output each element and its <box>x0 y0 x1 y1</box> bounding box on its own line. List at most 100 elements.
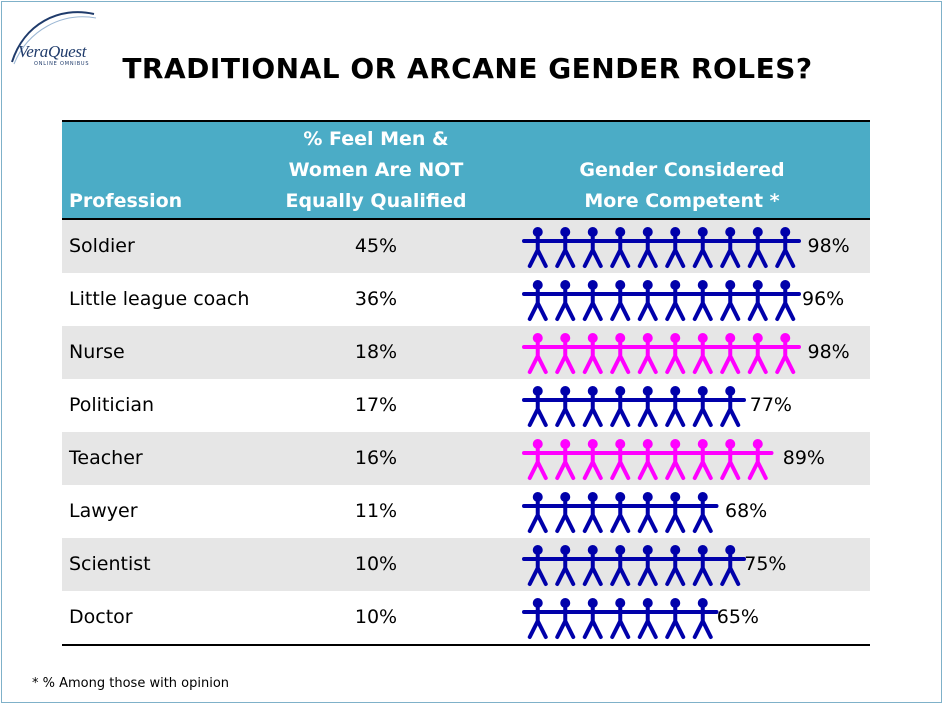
person-icon <box>659 227 691 268</box>
person-icon <box>687 227 719 268</box>
person-icon <box>659 280 691 321</box>
male-people-bar <box>522 598 719 639</box>
not-equal-pct-cell: 10% <box>354 606 398 628</box>
person-icon <box>604 545 636 586</box>
table-row: Scientist 10% 75% <box>62 538 870 591</box>
person-icon <box>687 598 719 639</box>
person-icon <box>714 439 746 480</box>
competent-pct-label: 75% <box>744 553 787 575</box>
person-icon <box>714 545 746 586</box>
person-icon <box>604 439 636 480</box>
veraquest-logo: VeraQuest ONLINE OMNIBUS <box>4 4 100 70</box>
footnote: * % Among those with opinion <box>32 676 230 691</box>
person-icon <box>742 439 774 480</box>
competent-pct-label: 89% <box>782 447 825 469</box>
not-equal-pct-cell: 10% <box>354 553 398 575</box>
table-row: Politician 17% 77% <box>62 379 870 432</box>
person-icon <box>742 280 774 321</box>
person-icon <box>687 333 719 374</box>
header-pct-line: Women Are NOT <box>288 159 464 181</box>
person-icon <box>522 545 554 586</box>
table-body: Soldier 45% 98% Little league coach 36% 96% Nu… <box>62 220 870 646</box>
female-people-bar <box>522 333 801 374</box>
header-pct-line: Equally Qualified <box>285 190 467 212</box>
person-icon <box>522 333 554 374</box>
header-gender-line: More Competent * <box>584 190 780 212</box>
person-icon <box>522 492 554 533</box>
header-gender-competent: Gender Considered More Competent * <box>572 155 792 217</box>
competent-pct-label: 96% <box>802 288 845 310</box>
competent-pct-label: 77% <box>749 394 792 416</box>
male-people-bar <box>522 386 746 427</box>
person-icon <box>522 386 554 427</box>
competent-pct-label: 65% <box>716 606 759 628</box>
person-icon <box>687 492 719 533</box>
header-pct-line: % Feel Men & <box>303 128 449 150</box>
person-icon <box>769 280 801 321</box>
person-icon <box>577 386 609 427</box>
person-icon <box>549 227 581 268</box>
person-icon <box>632 439 664 480</box>
header-not-equal-pct: % Feel Men & Women Are NOT Equally Quali… <box>276 124 476 217</box>
person-icon <box>632 280 664 321</box>
person-icon <box>549 492 581 533</box>
person-icon <box>659 333 691 374</box>
competent-pct-label: 98% <box>807 341 850 363</box>
person-icon <box>549 545 581 586</box>
profession-cell: Politician <box>69 394 155 416</box>
male-people-bar <box>522 280 801 321</box>
table-row: Little league coach 36% 96% <box>62 273 870 326</box>
person-icon <box>577 333 609 374</box>
person-icon <box>577 280 609 321</box>
person-icon <box>687 280 719 321</box>
person-icon <box>604 227 636 268</box>
person-icon <box>604 333 636 374</box>
male-people-bar <box>522 492 719 533</box>
male-people-bar <box>522 227 801 268</box>
person-icon <box>549 333 581 374</box>
profession-cell: Teacher <box>69 447 143 469</box>
logo-subtext: ONLINE OMNIBUS <box>34 61 90 67</box>
not-equal-pct-cell: 16% <box>354 447 398 469</box>
table-header: Profession % Feel Men & Women Are NOT Eq… <box>62 120 870 220</box>
profession-cell: Scientist <box>69 553 151 575</box>
person-icon <box>742 227 774 268</box>
not-equal-pct-cell: 17% <box>354 394 398 416</box>
person-icon <box>632 598 664 639</box>
profession-cell: Lawyer <box>69 500 138 522</box>
person-icon <box>769 227 801 268</box>
competent-pct-label: 98% <box>807 235 850 257</box>
person-icon <box>632 545 664 586</box>
person-icon <box>549 386 581 427</box>
profession-cell: Little league coach <box>69 288 250 310</box>
person-icon <box>549 598 581 639</box>
person-icon <box>549 280 581 321</box>
person-icon <box>714 386 746 427</box>
person-icon <box>577 598 609 639</box>
person-icon <box>714 227 746 268</box>
table-row: Nurse 18% 98% <box>62 326 870 379</box>
logo-swoosh-icon <box>11 11 97 65</box>
person-icon <box>577 439 609 480</box>
person-icon <box>632 333 664 374</box>
male-people-bar <box>522 545 746 586</box>
not-equal-pct-cell: 11% <box>354 500 398 522</box>
person-icon <box>714 333 746 374</box>
person-icon <box>632 227 664 268</box>
person-icon <box>522 598 554 639</box>
person-icon <box>522 280 554 321</box>
person-icon <box>687 386 719 427</box>
person-icon <box>632 492 664 533</box>
person-icon <box>577 492 609 533</box>
table-row: Lawyer 11% 68% <box>62 485 870 538</box>
header-profession: Profession <box>69 190 183 212</box>
not-equal-pct-cell: 45% <box>354 235 398 257</box>
person-icon <box>604 598 636 639</box>
person-icon <box>577 227 609 268</box>
person-icon <box>604 280 636 321</box>
header-gender-line: Gender Considered <box>579 159 785 181</box>
profession-cell: Doctor <box>69 606 133 628</box>
person-icon <box>604 492 636 533</box>
person-icon <box>659 545 691 586</box>
